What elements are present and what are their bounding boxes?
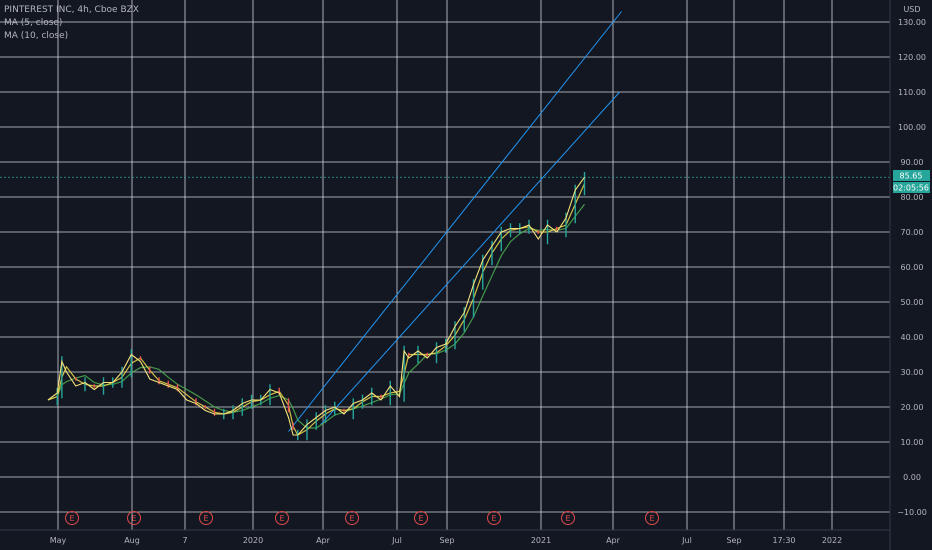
earnings-circle [645,511,659,525]
x-tick-label: Aug [124,536,140,545]
earnings-circle [65,511,79,525]
currency-label: USD [903,5,920,14]
time-axis[interactable]: May Aug 7 2020 Apr Jul Sep 2021 Apr Jul Sep 17:30 20… [0,529,890,545]
y-tick-label: 130.00 [898,18,926,27]
y-tick-label: 90.00 [901,158,924,167]
y-tick-label: −10.00 [897,508,927,517]
channel-lower-line [320,91,621,425]
y-tick-label: 100.00 [898,123,926,132]
y-tick-label: 60.00 [901,263,924,272]
y-tick-label: 10.00 [901,438,924,447]
earnings-circle [199,511,213,525]
x-tick-label: May [50,536,67,545]
x-tick-label: 2021 [531,536,551,545]
x-tick-label: 2020 [243,536,263,545]
earnings-circle [487,511,501,525]
last-price-tag: 85.65 [893,170,930,181]
legend-symbol[interactable]: PINTEREST INC, 4h, Cboe BZX [4,5,139,15]
y-tick-label: 20.00 [901,403,924,412]
y-tick-label: 0.00 [903,473,921,482]
y-tick-label: 30.00 [901,368,924,377]
countdown-value: 02:05:56 [893,184,929,193]
earnings-circle [345,511,359,525]
ma10-line [47,203,585,429]
last-price-value: 85.65 [900,172,923,181]
legend-ma10[interactable]: MA (10, close) [4,31,69,41]
ma5-line [47,183,586,436]
x-tick-label: Apr [316,536,331,545]
x-tick-label: Jul [681,536,692,545]
trend-channel[interactable] [288,11,622,432]
x-tick-label: Apr [606,536,621,545]
x-tick-label: Sep [726,536,741,545]
countdown-tag: 02:05:56 [893,182,930,193]
y-tick-label: 80.00 [901,193,924,202]
earnings-circle [127,511,141,525]
y-tick-label: 50.00 [901,298,924,307]
x-tick-label: 2022 [822,536,842,545]
earnings-circle [275,511,289,525]
price-series [47,171,586,441]
x-tick-label: 17:30 [772,536,795,545]
price-axis[interactable]: 130.00 120.00 110.00 100.00 90.00 80.00 70.00 6… [889,0,927,550]
y-tick-label: 70.00 [901,228,924,237]
earnings-label: E [418,514,423,523]
chart-legend: PINTEREST INC, 4h, Cboe BZX MA (5, close… [4,4,139,43]
grid [0,0,890,530]
x-tick-label: Sep [439,536,454,545]
x-tick-label: 7 [182,536,187,545]
earnings-label: E [491,514,496,523]
earnings-circle [414,511,428,525]
y-tick-label: 110.00 [898,88,926,97]
earnings-label: E [565,514,570,523]
channel-upper-line [288,11,622,432]
earnings-label: E [203,514,208,523]
price-line [47,176,585,436]
y-tick-label: 40.00 [901,333,924,342]
legend-ma5[interactable]: MA (5, close) [4,18,63,28]
earnings-label: E [349,514,354,523]
earnings-label: E [69,514,74,523]
earnings-label: E [649,514,654,523]
x-tick-label: Jul [391,536,402,545]
earnings-circle [561,511,575,525]
y-tick-label: 120.00 [898,53,926,62]
earnings-label: E [279,514,284,523]
earnings-label: E [131,514,136,523]
